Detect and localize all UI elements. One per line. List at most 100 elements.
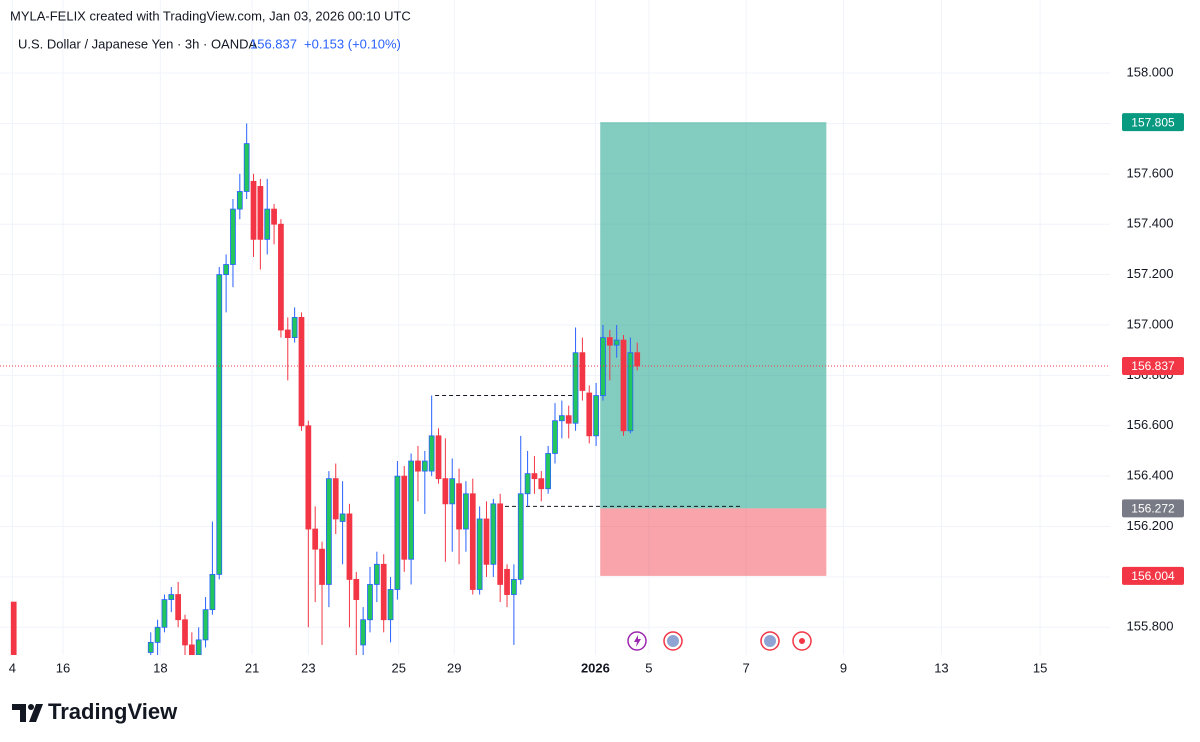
candle-body (531, 473, 538, 480)
candle-body (284, 329, 291, 338)
x-tick-label: 9 (840, 660, 847, 675)
candle-body (278, 223, 284, 331)
candle-body (490, 503, 497, 565)
candle-body (188, 644, 195, 655)
last-price: 156.837 (250, 36, 297, 51)
candle-body (332, 478, 339, 520)
candle-body (168, 594, 175, 600)
target-tag-label: 157.805 (1131, 115, 1175, 129)
candle-body (620, 339, 627, 432)
last-price-tag-label: 156.837 (1131, 359, 1175, 373)
price-change: +0.153 (+0.10%) (304, 36, 401, 51)
candle-body (326, 478, 332, 585)
candle-body (339, 513, 346, 522)
candle-body (264, 208, 271, 240)
overlays: 155.800156.000156.200156.400156.600156.8… (0, 64, 1184, 675)
candle-body (387, 589, 394, 621)
loss-zone (600, 508, 827, 576)
logo-glyph (12, 704, 26, 722)
x-tick-label: 29 (447, 660, 461, 675)
candle-body (504, 568, 510, 595)
candle-body (291, 317, 298, 338)
candle-body (456, 483, 462, 530)
candle-body (298, 317, 305, 427)
candle-body (421, 460, 428, 472)
event-icon-glyph (634, 635, 641, 647)
candle-body (415, 460, 421, 472)
logo-glyph (29, 704, 43, 722)
candle-body (319, 548, 325, 585)
event-icon-glyph (667, 635, 679, 647)
candle-body (442, 478, 449, 505)
candle-body (401, 475, 408, 560)
candle-body (483, 518, 490, 565)
y-tick-label: 157.000 (1127, 316, 1174, 331)
candle-body (346, 513, 353, 580)
candle-body (565, 415, 572, 424)
candle-body (613, 339, 620, 346)
event-icon-glyph (764, 635, 776, 647)
stop-tag-label: 156.004 (1131, 569, 1175, 583)
candle-body (545, 453, 552, 490)
candle-body (463, 493, 469, 530)
candle-body (476, 518, 483, 590)
entry-tag (1122, 499, 1184, 518)
x-tick-label: 15 (1033, 660, 1047, 675)
candle-body (428, 435, 435, 472)
x-tick-label: 13 (934, 660, 948, 675)
x-tick-label: 18 (153, 660, 167, 675)
candle-body (271, 208, 277, 225)
candle-body (175, 594, 182, 621)
candle-body (606, 337, 613, 346)
brand-logo: TradingView (12, 699, 178, 724)
y-tick-label: 156.600 (1127, 417, 1174, 432)
entry-tag-label: 156.272 (1131, 502, 1175, 516)
candle-body (394, 475, 401, 590)
y-tick-label: 156.200 (1127, 518, 1174, 533)
x-tick-label: 2026 (581, 660, 610, 675)
attribution: MYLA-FELIX created with TradingView.com,… (10, 8, 411, 23)
candle-body (373, 563, 380, 585)
position-tool (435, 122, 827, 576)
candle-body (380, 563, 387, 621)
candles (10, 123, 641, 655)
candle-body (250, 180, 257, 240)
logo-glyph (28, 704, 34, 710)
candle-body (367, 584, 373, 621)
x-tick-label: 16 (56, 660, 70, 675)
y-tick-label: 156.400 (1127, 468, 1174, 483)
candle-body (579, 352, 586, 391)
x-tick-label: 7 (743, 660, 750, 675)
last-price-tag (1122, 357, 1184, 376)
candle-body (236, 191, 243, 210)
y-tick-label: 157.600 (1127, 165, 1174, 180)
candle-body (552, 420, 558, 454)
candle-body (223, 264, 229, 275)
candle-body (469, 493, 476, 590)
profit-zone (600, 122, 827, 509)
y-tick-label: 157.400 (1127, 216, 1174, 231)
candle-body (353, 579, 360, 600)
y-tick-label: 155.800 (1127, 619, 1174, 634)
candle-body (538, 478, 545, 490)
candle-body (202, 609, 209, 641)
candle-body (558, 415, 565, 422)
candle-body (182, 619, 188, 646)
candle-body (627, 352, 634, 432)
event-icons (627, 631, 812, 651)
candle-body (593, 395, 599, 437)
candle-body (147, 642, 154, 653)
candle-body (449, 478, 456, 505)
candle-body (511, 579, 517, 595)
target-tag (1122, 113, 1184, 132)
candle-body (586, 392, 593, 437)
x-tick-label: 4 (9, 660, 16, 675)
candle-body (195, 639, 202, 655)
x-tick-label: 5 (645, 660, 652, 675)
x-tick-label: 21 (245, 660, 259, 675)
x-tick-label: 23 (301, 660, 315, 675)
candle-body (243, 143, 250, 192)
candle-body (230, 208, 236, 265)
